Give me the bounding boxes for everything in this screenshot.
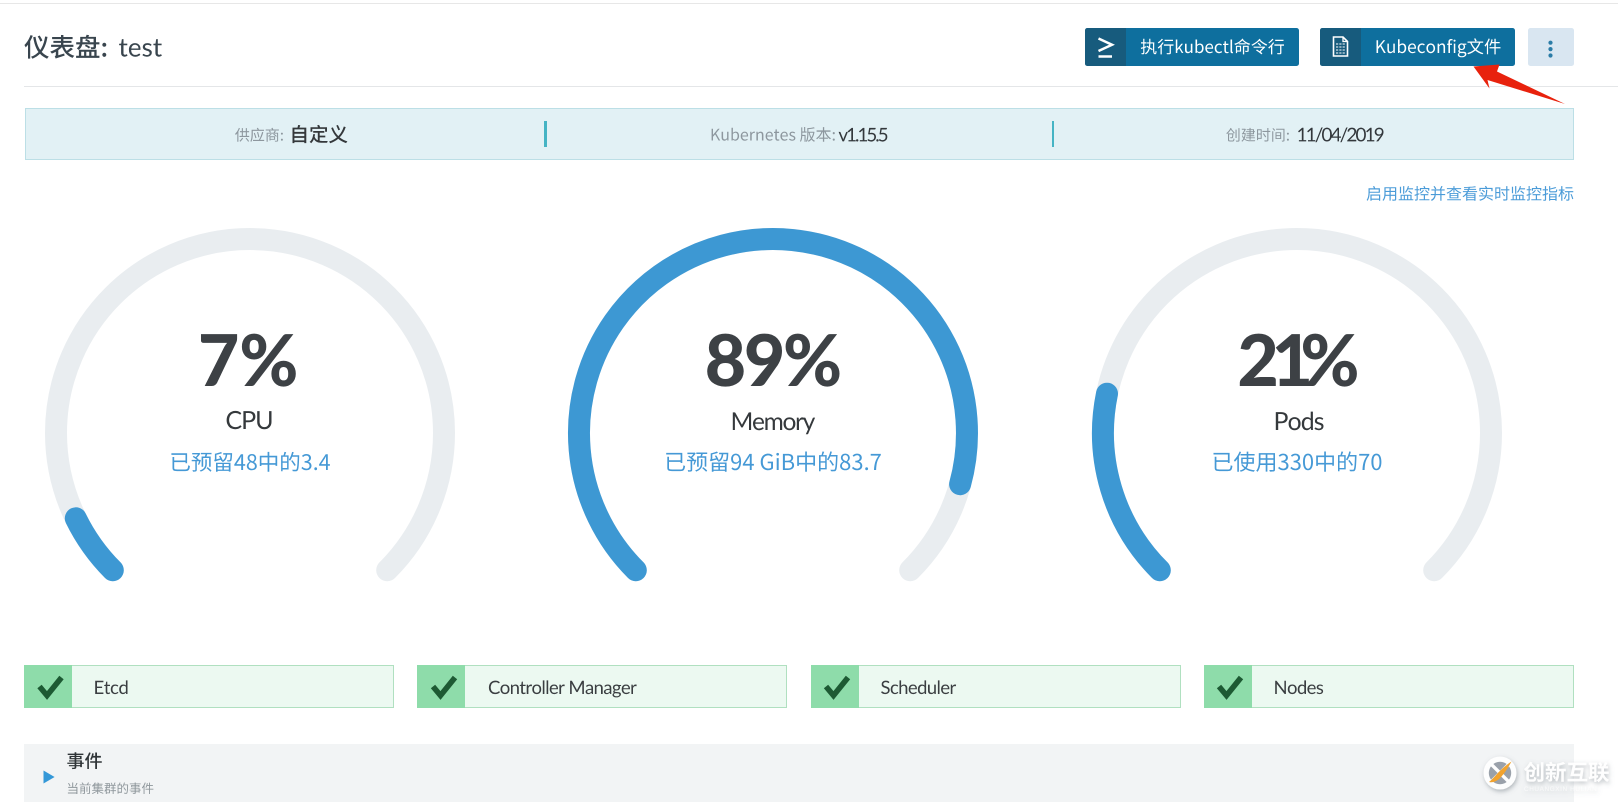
svg-text:CHUANGXIN HULIAN: CHUANGXIN HULIAN [1524, 786, 1597, 793]
